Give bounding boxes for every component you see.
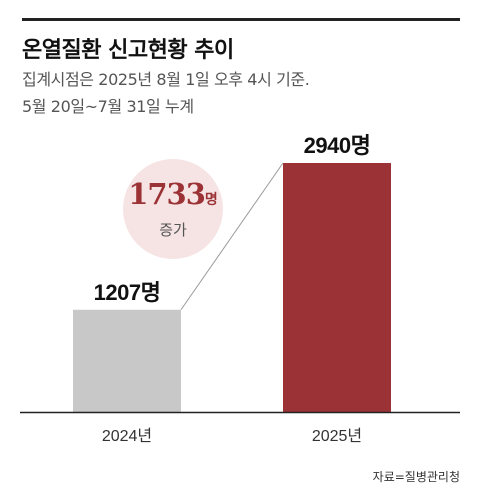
connector-line (180, 162, 284, 311)
bar-2024년 (73, 309, 181, 412)
increase-caption: 증가 (159, 221, 187, 239)
increase-value-group: 1733명 (123, 177, 223, 211)
chart-title: 온열질환 신고현황 추이 (22, 38, 234, 63)
bar-2025년 (283, 163, 391, 412)
data-label-2025년: 2940명 (304, 133, 371, 158)
increase-value: 1733 (128, 177, 206, 211)
subtitle-line-1: 집계시점은 2025년 8월 1일 오후 4시 기준. (22, 70, 310, 89)
increase-unit: 명 (204, 192, 218, 208)
top-rule (22, 18, 460, 21)
source-note: 자료=질병관리청 (372, 470, 460, 484)
subtitle-line-2: 5월 20일~7월 31일 누계 (22, 97, 194, 116)
increase-badge: 1733명 증가 (123, 159, 223, 259)
data-label-2024년: 1207명 (94, 280, 161, 305)
x-tick-label-2024년: 2024년 (102, 427, 152, 445)
x-tick-label-2025년: 2025년 (312, 427, 362, 445)
